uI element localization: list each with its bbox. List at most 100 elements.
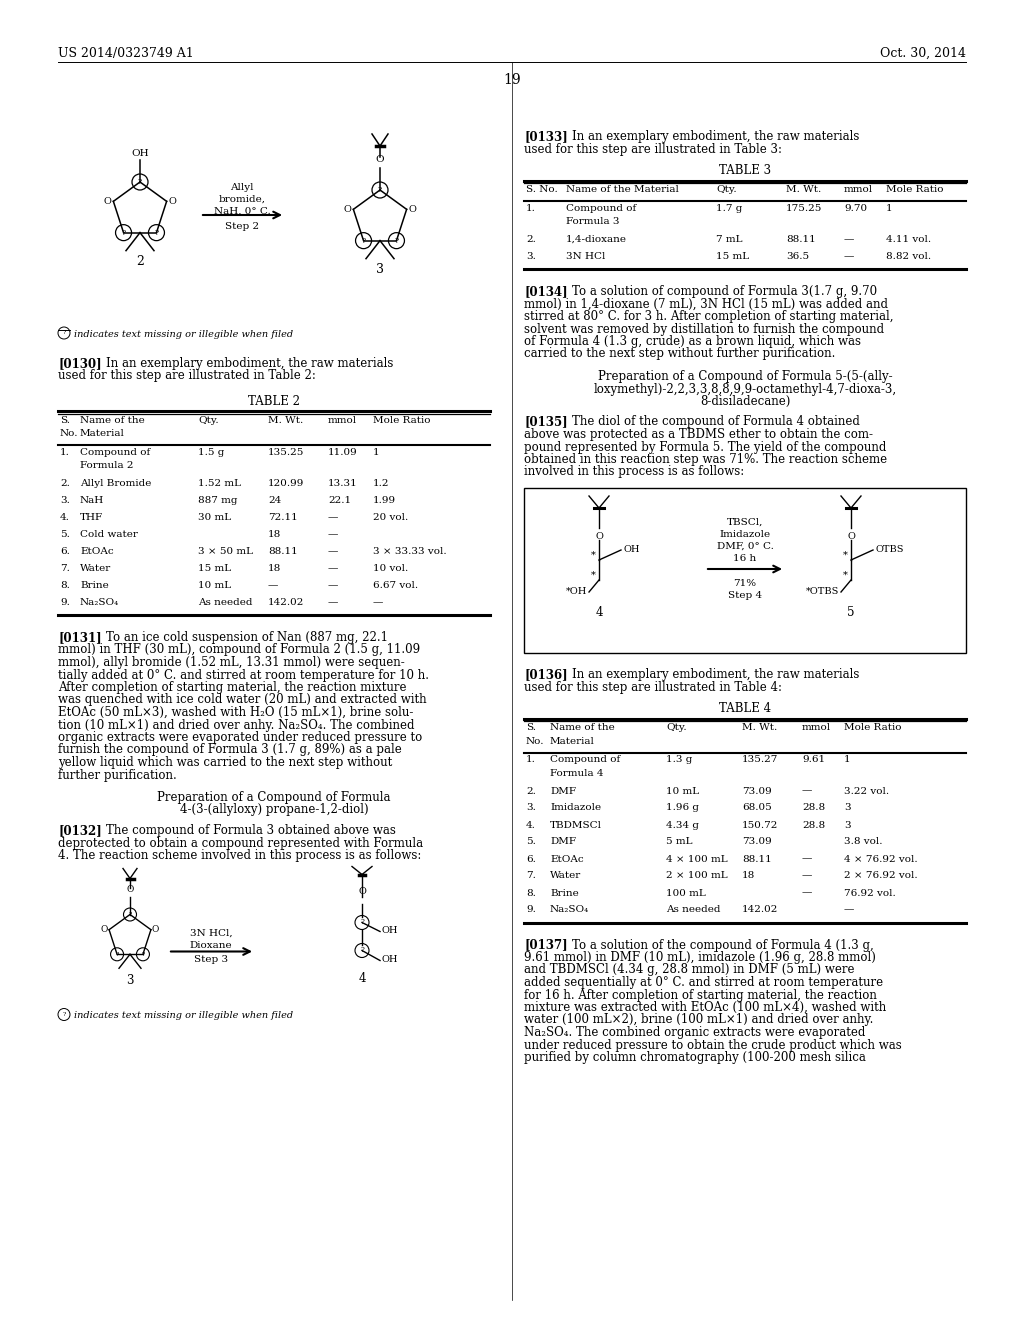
Text: 3: 3: [376, 263, 384, 276]
Text: 8.: 8.: [526, 888, 536, 898]
Text: bromide,: bromide,: [218, 195, 265, 205]
Text: 6.: 6.: [526, 854, 536, 863]
Text: 15 mL: 15 mL: [198, 564, 231, 573]
Text: loxymethyl)-2,2,3,3,8,8,9,9-octamethyl-4,7-dioxa-3,: loxymethyl)-2,2,3,3,8,8,9,9-octamethyl-4…: [594, 383, 897, 396]
Text: TABLE 4: TABLE 4: [719, 702, 771, 715]
Text: pound represented by Formula 5. The yield of the compound: pound represented by Formula 5. The yiel…: [524, 441, 887, 454]
Text: [0131]: [0131]: [58, 631, 101, 644]
Text: —: —: [844, 252, 854, 261]
Text: 6.67 vol.: 6.67 vol.: [373, 581, 418, 590]
Text: 9.61 mmol) in DMF (10 mL), imidazole (1.96 g, 28.8 mmol): 9.61 mmol) in DMF (10 mL), imidazole (1.…: [524, 950, 876, 964]
Text: 4.: 4.: [526, 821, 536, 829]
Text: 1.: 1.: [60, 447, 70, 457]
Text: —: —: [328, 513, 338, 521]
Text: O: O: [152, 925, 160, 935]
Text: 1.: 1.: [526, 205, 536, 213]
Text: added sequentially at 0° C. and stirred at room temperature: added sequentially at 0° C. and stirred …: [524, 975, 883, 989]
Text: 3 × 50 mL: 3 × 50 mL: [198, 546, 253, 556]
Text: 9.: 9.: [526, 906, 536, 915]
Text: ?: ?: [378, 186, 382, 194]
Text: Name of the Material: Name of the Material: [566, 186, 679, 194]
Text: mmol: mmol: [844, 186, 873, 194]
Text: —: —: [802, 888, 812, 898]
Text: —: —: [844, 235, 854, 244]
Text: 1.96 g: 1.96 g: [666, 804, 699, 813]
Text: involved in this process is as follows:: involved in this process is as follows:: [524, 466, 744, 479]
Text: NaH, 0° C.: NaH, 0° C.: [214, 207, 270, 216]
Text: Material: Material: [80, 429, 125, 438]
Text: mmol: mmol: [328, 416, 357, 425]
Bar: [524, 488, 966, 653]
Text: Brine: Brine: [80, 581, 109, 590]
Text: 3.: 3.: [526, 252, 536, 261]
Text: —: —: [268, 581, 279, 590]
Text: O: O: [358, 887, 366, 896]
Text: ?: ?: [62, 1012, 66, 1016]
Text: ?: ?: [361, 236, 366, 244]
Text: 3: 3: [844, 804, 851, 813]
Text: 142.02: 142.02: [742, 906, 778, 915]
Text: After completion of starting material, the reaction mixture: After completion of starting material, t…: [58, 681, 407, 694]
Text: *OH: *OH: [565, 587, 587, 597]
Text: In an exemplary embodiment, the raw materials: In an exemplary embodiment, the raw mate…: [572, 129, 859, 143]
Text: *OTBS: *OTBS: [806, 587, 839, 597]
Text: 16 h: 16 h: [733, 554, 757, 564]
Text: O: O: [126, 886, 134, 895]
Text: NaH: NaH: [80, 496, 104, 506]
Text: 8.: 8.: [60, 581, 70, 590]
Text: Compound of: Compound of: [566, 205, 636, 213]
Text: 7.: 7.: [60, 564, 70, 573]
Text: O: O: [100, 925, 109, 935]
Text: further purification.: further purification.: [58, 768, 177, 781]
Text: Water: Water: [550, 871, 582, 880]
Text: 4: 4: [358, 973, 366, 986]
Text: DMF: DMF: [550, 837, 575, 846]
Text: The compound of Formula 3 obtained above was: The compound of Formula 3 obtained above…: [106, 824, 396, 837]
Text: 1.5 g: 1.5 g: [198, 447, 224, 457]
Text: 4.11 vol.: 4.11 vol.: [886, 235, 931, 244]
Text: Step 3: Step 3: [194, 954, 228, 964]
Text: Cold water: Cold water: [80, 531, 138, 539]
Text: 28.8: 28.8: [802, 821, 825, 829]
Text: 135.25: 135.25: [268, 447, 304, 457]
Text: O: O: [343, 205, 351, 214]
Text: Preparation of a Compound of Formula: Preparation of a Compound of Formula: [158, 791, 391, 804]
Text: 13.31: 13.31: [328, 479, 357, 488]
Text: 1.99: 1.99: [373, 496, 396, 506]
Text: DMF, 0° C.: DMF, 0° C.: [717, 543, 773, 550]
Text: As needed: As needed: [198, 598, 253, 607]
Text: S.: S.: [526, 723, 536, 733]
Text: above was protected as a TBDMS ether to obtain the com-: above was protected as a TBDMS ether to …: [524, 428, 873, 441]
Text: 9.: 9.: [60, 598, 70, 607]
Text: Imidazole: Imidazole: [550, 804, 601, 813]
Text: 3: 3: [844, 821, 851, 829]
Text: OTBS: OTBS: [874, 545, 903, 554]
Text: stirred at 80° C. for 3 h. After completion of starting material,: stirred at 80° C. for 3 h. After complet…: [524, 310, 894, 323]
Text: 10 vol.: 10 vol.: [373, 564, 409, 573]
Text: Material: Material: [550, 737, 595, 746]
Text: ?: ?: [122, 228, 126, 236]
Text: 150.72: 150.72: [742, 821, 778, 829]
Text: of Formula 4 (1.3 g, crude) as a brown liquid, which was: of Formula 4 (1.3 g, crude) as a brown l…: [524, 335, 861, 348]
Text: 7.: 7.: [526, 871, 536, 880]
Text: 1: 1: [886, 205, 893, 213]
Text: O: O: [409, 205, 417, 214]
Text: 20 vol.: 20 vol.: [373, 513, 409, 521]
Text: Na₂SO₄. The combined organic extracts were evaporated: Na₂SO₄. The combined organic extracts we…: [524, 1026, 865, 1039]
Text: 120.99: 120.99: [268, 479, 304, 488]
Text: Mole Ratio: Mole Ratio: [373, 416, 430, 425]
Text: 18: 18: [268, 564, 282, 573]
Text: furnish the compound of Formula 3 (1.7 g, 89%) as a pale: furnish the compound of Formula 3 (1.7 g…: [58, 743, 401, 756]
Text: Formula 4: Formula 4: [550, 770, 603, 777]
Text: 4.: 4.: [60, 513, 70, 521]
Text: Formula 3: Formula 3: [566, 218, 620, 227]
Text: As needed: As needed: [666, 906, 721, 915]
Text: —: —: [373, 598, 383, 607]
Text: To a solution of the compound of Formula 4 (1.3 g,: To a solution of the compound of Formula…: [572, 939, 873, 952]
Text: ?: ?: [116, 952, 119, 957]
Text: 4 × 100 mL: 4 × 100 mL: [666, 854, 728, 863]
Text: Water: Water: [80, 564, 112, 573]
Text: 1,4-dioxane: 1,4-dioxane: [566, 235, 627, 244]
Text: 135.27: 135.27: [742, 755, 778, 764]
Text: 4 × 76.92 vol.: 4 × 76.92 vol.: [844, 854, 918, 863]
